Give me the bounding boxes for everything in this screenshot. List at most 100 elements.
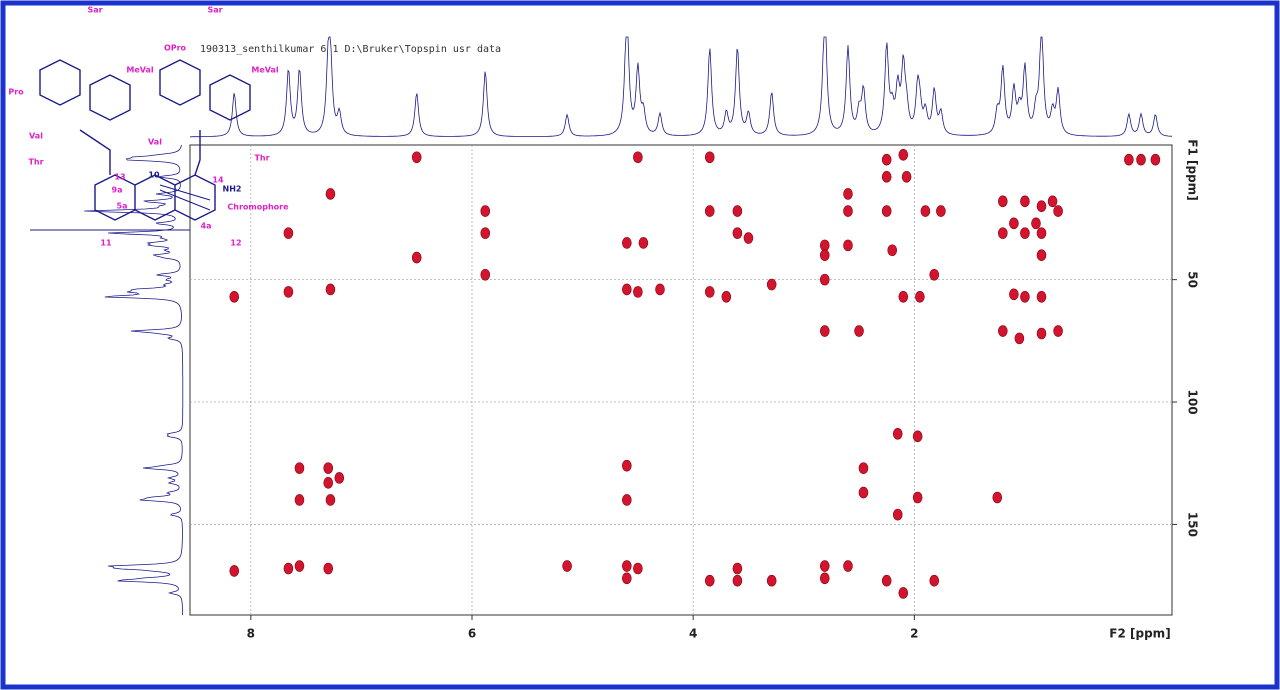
cross-peak — [881, 153, 892, 166]
cross-peak — [229, 565, 240, 577]
structure-label: 10 — [148, 171, 160, 180]
cross-peak — [1020, 195, 1030, 208]
cross-peak — [1047, 195, 1058, 208]
structure-label: 11 — [100, 239, 112, 248]
cross-peak — [915, 290, 925, 303]
cross-peak — [283, 562, 294, 575]
cross-peak — [843, 239, 853, 252]
cross-peak — [622, 572, 632, 585]
cross-peak — [1136, 153, 1146, 166]
cross-peak — [323, 477, 334, 489]
structure-label: Thr — [254, 154, 269, 163]
cross-peak — [819, 249, 830, 261]
cross-peak — [992, 491, 1003, 504]
cross-peak — [766, 278, 777, 291]
cross-peak — [633, 286, 643, 298]
cross-peak — [704, 151, 715, 164]
structure-label: Val — [148, 138, 162, 147]
f2-projection — [190, 36, 1173, 138]
structure-label: 5a — [117, 202, 128, 211]
cross-peak — [854, 325, 864, 337]
structure-label: Sar — [207, 6, 222, 15]
cross-peak — [638, 237, 649, 249]
cross-peak — [892, 508, 903, 521]
cross-peak — [622, 459, 632, 472]
cross-peak — [622, 283, 632, 296]
cross-peak — [766, 574, 777, 587]
cross-peak — [480, 205, 491, 217]
x-tick-label: 2 — [910, 627, 918, 641]
cross-peak — [898, 587, 909, 599]
cross-peak — [294, 494, 305, 506]
cross-peak — [1009, 217, 1019, 230]
structure-label: 4a — [201, 222, 212, 231]
structure-label: MeVal — [126, 66, 154, 75]
structure-label: OPro — [164, 44, 187, 53]
cross-peak — [633, 151, 643, 164]
structure-label: MeVal — [251, 66, 279, 75]
cross-peak — [929, 268, 940, 281]
cross-peak — [1053, 205, 1063, 217]
cross-peak — [325, 188, 336, 200]
cross-peak — [283, 227, 294, 239]
cross-peak — [323, 562, 334, 575]
cross-peak — [858, 486, 869, 499]
cross-peak — [732, 574, 743, 587]
cross-peak — [294, 462, 305, 474]
cross-peak — [732, 227, 743, 239]
cross-peak — [819, 560, 830, 572]
structure-label: Val — [29, 132, 43, 141]
cross-peak — [721, 290, 732, 303]
plot-area — [189, 144, 1173, 616]
structure-label: 9a — [112, 186, 123, 195]
x-tick-label: 6 — [468, 627, 476, 641]
y-tick-label: 100 — [1186, 390, 1200, 415]
f1-projection — [84, 144, 184, 615]
x-tick-label: 4 — [689, 627, 697, 641]
y-tick-label: 50 — [1186, 271, 1200, 288]
cross-peak — [1036, 200, 1047, 212]
structure-label: Sar — [87, 6, 102, 15]
cross-peak — [881, 574, 892, 587]
cross-peak — [323, 462, 334, 474]
cross-peak — [892, 428, 903, 440]
cross-peak — [819, 325, 830, 337]
y-tick-label: 150 — [1186, 512, 1200, 537]
cross-peak — [1009, 288, 1019, 301]
cross-peak — [325, 494, 336, 506]
x-tick-label: 8 — [247, 627, 255, 641]
structure-label: 13 — [114, 173, 125, 182]
cross-peak — [843, 188, 853, 200]
cross-peak — [901, 171, 912, 183]
cross-peak — [1014, 332, 1025, 345]
structure-label: 14 — [212, 176, 224, 185]
cross-peak — [887, 244, 898, 257]
cross-peak — [843, 560, 853, 572]
cross-peak — [1020, 290, 1030, 303]
cross-peak — [622, 237, 632, 249]
cross-peak — [881, 171, 892, 183]
cross-peak — [622, 494, 632, 506]
cross-peak — [912, 430, 923, 443]
cross-peak — [912, 491, 923, 504]
cross-peak — [480, 268, 491, 281]
cross-peak — [1036, 227, 1047, 239]
y-axis-label: F1 [ppm] — [1186, 139, 1200, 200]
cross-peak — [1036, 327, 1047, 340]
cross-peak — [819, 239, 830, 252]
cross-peak — [1124, 153, 1134, 166]
cross-peak — [562, 560, 572, 572]
cross-peak — [283, 286, 294, 298]
cross-peak — [1031, 217, 1041, 230]
cross-peak — [334, 472, 345, 484]
cross-peak — [411, 151, 422, 164]
cross-peak — [881, 205, 892, 217]
cross-peak — [920, 205, 931, 217]
structure-label: Chromophore — [227, 203, 289, 212]
cross-peak — [229, 290, 240, 303]
structure-label: Thr — [28, 158, 43, 167]
cross-peak — [1036, 290, 1047, 303]
cross-peak — [819, 572, 830, 585]
cross-peak — [732, 562, 743, 575]
